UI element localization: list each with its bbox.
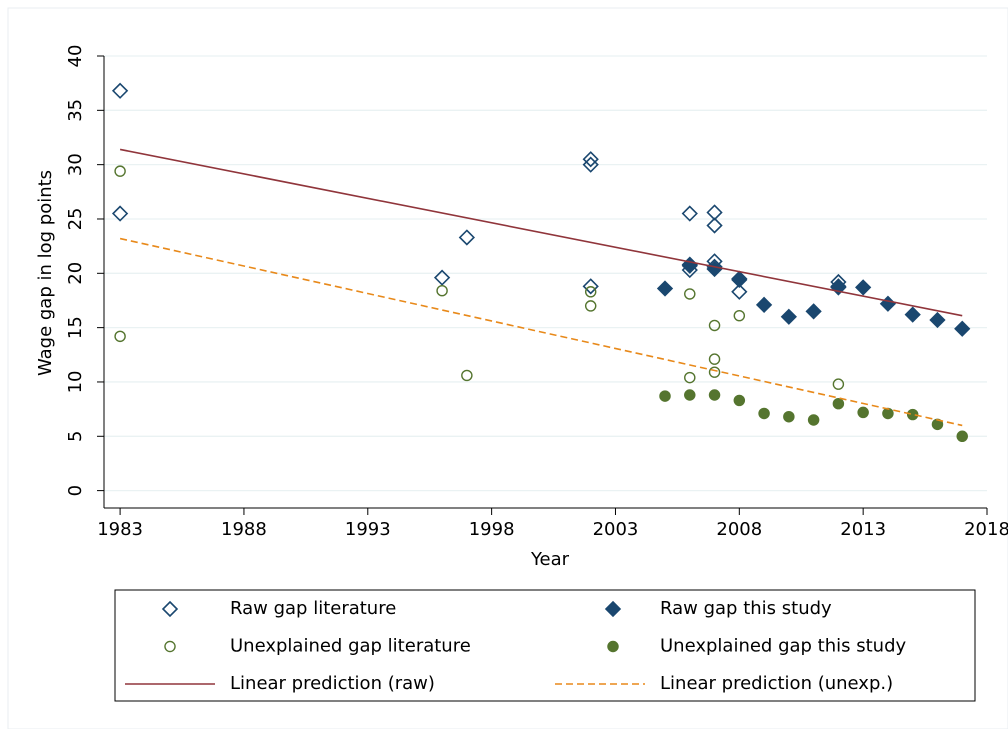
diamond-marker bbox=[111, 82, 129, 99]
circle-marker bbox=[461, 369, 473, 382]
circle-marker bbox=[857, 406, 869, 419]
legend-label: Raw gap literature bbox=[230, 598, 396, 619]
legend-marker bbox=[607, 640, 619, 653]
circle-marker bbox=[114, 165, 126, 177]
diamond-marker bbox=[656, 280, 674, 297]
legend-label: Linear prediction (raw) bbox=[230, 673, 435, 694]
x-axis-title: Year bbox=[530, 549, 570, 570]
circle-marker bbox=[956, 430, 968, 443]
diamond-marker bbox=[954, 320, 971, 337]
circle-marker bbox=[114, 330, 126, 343]
y-axis-title: Wage gap in log points bbox=[35, 170, 56, 376]
diamond-marker bbox=[111, 205, 129, 222]
circle-marker bbox=[906, 408, 919, 421]
legend-marker bbox=[604, 600, 622, 618]
y-tick-label: 10 bbox=[65, 371, 86, 394]
legend-label: Unexplained gap literature bbox=[230, 636, 471, 657]
x-tick-label: 1998 bbox=[469, 519, 515, 540]
x-tick-label: 2008 bbox=[716, 519, 762, 540]
circle-marker bbox=[832, 378, 845, 390]
circle-marker bbox=[684, 389, 696, 401]
circle-marker bbox=[832, 397, 845, 410]
legend-label: Linear prediction (unexp.) bbox=[660, 673, 893, 694]
circle-marker bbox=[584, 286, 597, 298]
diamond-marker bbox=[582, 278, 599, 295]
circle-marker bbox=[708, 366, 721, 378]
circle-marker bbox=[584, 300, 597, 312]
y-tick-label: 30 bbox=[65, 153, 86, 176]
diamond-marker bbox=[805, 303, 822, 320]
x-tick-label: 1983 bbox=[97, 519, 143, 540]
circle-marker bbox=[708, 389, 721, 401]
x-tick-label: 1993 bbox=[345, 519, 391, 540]
legend-box bbox=[114, 589, 976, 702]
circle-marker bbox=[758, 407, 770, 420]
circle-marker bbox=[708, 353, 721, 365]
legend-marker bbox=[164, 640, 176, 653]
diamond-marker bbox=[582, 151, 599, 168]
diamond-marker bbox=[755, 296, 773, 313]
diamond-marker bbox=[582, 156, 599, 173]
legend-marker bbox=[161, 600, 179, 618]
x-tick-label: 2003 bbox=[593, 519, 639, 540]
diamond-marker bbox=[904, 306, 921, 323]
diamond-marker bbox=[706, 217, 723, 234]
diamond-marker bbox=[458, 229, 475, 246]
y-tick-label: 5 bbox=[65, 431, 86, 442]
diamond-marker bbox=[433, 269, 451, 286]
circle-marker bbox=[733, 394, 746, 407]
y-tick-label: 40 bbox=[65, 45, 86, 68]
diamond-marker bbox=[731, 283, 748, 300]
y-tick-label: 25 bbox=[65, 208, 86, 231]
diamond-marker bbox=[731, 271, 748, 288]
circle-marker bbox=[708, 319, 721, 332]
diamond-marker bbox=[855, 279, 872, 296]
legend-label: Raw gap this study bbox=[660, 598, 832, 619]
y-tick-label: 35 bbox=[65, 99, 86, 122]
y-tick-label: 15 bbox=[65, 316, 86, 339]
diamond-marker bbox=[830, 279, 847, 296]
diamond-marker bbox=[929, 311, 946, 329]
fit-line bbox=[119, 237, 963, 427]
x-tick-label: 1988 bbox=[221, 519, 267, 540]
circle-marker bbox=[783, 410, 795, 423]
y-tick-label: 0 bbox=[65, 485, 86, 496]
circle-marker bbox=[684, 288, 696, 300]
circle-marker bbox=[807, 414, 820, 426]
diamond-marker bbox=[681, 205, 698, 222]
circle-marker bbox=[659, 390, 671, 402]
circle-marker bbox=[684, 371, 696, 384]
fit-line bbox=[119, 148, 963, 317]
x-tick-label: 2018 bbox=[964, 519, 1008, 540]
circle-marker bbox=[733, 309, 746, 322]
diamond-marker bbox=[780, 308, 797, 325]
x-tick-label: 2013 bbox=[840, 519, 886, 540]
circle-marker bbox=[436, 284, 448, 297]
y-tick-label: 20 bbox=[65, 262, 86, 285]
legend-label: Unexplained gap this study bbox=[660, 636, 907, 657]
circle-marker bbox=[882, 407, 894, 420]
